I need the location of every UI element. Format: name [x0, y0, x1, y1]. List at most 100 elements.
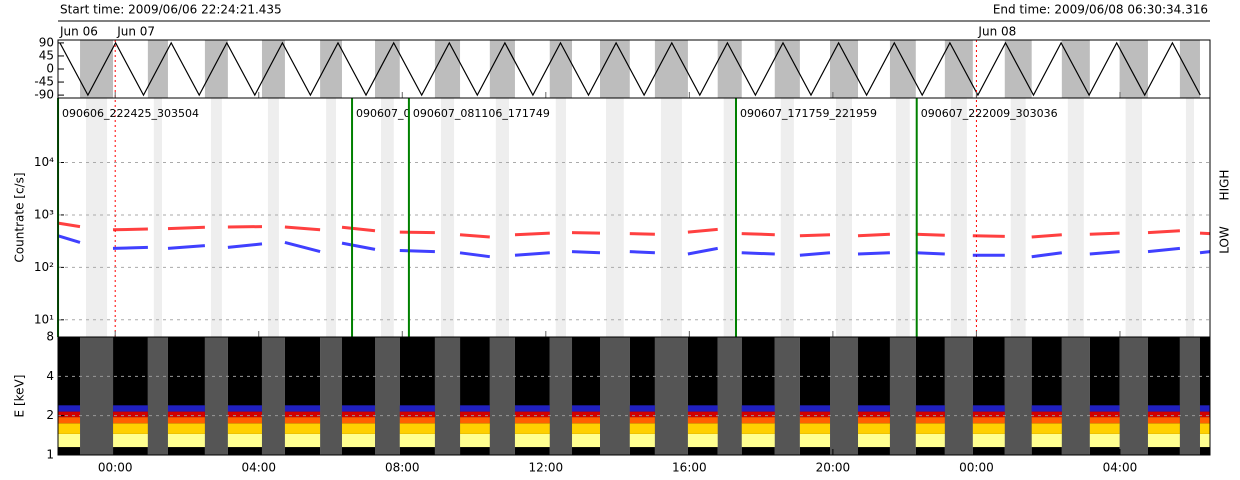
orbit-gap [599, 40, 630, 98]
orbit-gap [549, 40, 573, 98]
spec-band [284, 433, 321, 448]
spec-band [58, 417, 81, 424]
spec-band [167, 423, 205, 434]
orbit-gap [261, 40, 285, 98]
spec-band [972, 405, 1005, 412]
spec-band [227, 433, 262, 448]
spec-band [1031, 433, 1062, 448]
spec-gap [549, 337, 573, 455]
y-tick-label: 1 [46, 448, 54, 462]
spec-band [799, 423, 831, 434]
spec-band [1089, 405, 1120, 412]
spec-band [460, 433, 490, 448]
y-axis-label: E [keV] [13, 375, 27, 418]
spec-band [799, 417, 831, 424]
spec-band [1089, 423, 1120, 434]
spec-band [1089, 411, 1120, 418]
spec-gap [147, 337, 168, 455]
end-time: End time: 2009/06/08 06:30:34.316 [993, 3, 1208, 17]
spec-band [341, 423, 376, 434]
spec-gap [944, 337, 973, 455]
count-gap [1067, 98, 1084, 337]
spec-band [227, 417, 262, 424]
spec-band [1089, 417, 1120, 424]
count-gap [440, 98, 455, 337]
spec-band [1199, 405, 1211, 412]
spec-band [1089, 433, 1120, 448]
spec-band [113, 405, 148, 412]
count-gap [836, 98, 853, 337]
spec-band [1199, 433, 1211, 448]
spec-band [113, 417, 148, 424]
orbit-gap [1119, 40, 1148, 98]
spec-band [167, 433, 205, 448]
x-tick-label: 00:00 [959, 461, 994, 475]
spec-band [284, 417, 321, 424]
spec-band [858, 411, 890, 418]
y-tick-label: 8 [46, 330, 54, 344]
spec-band [799, 405, 831, 412]
spec-band [858, 423, 890, 434]
orbit-gap [489, 40, 515, 98]
spec-band [799, 433, 831, 448]
spec-band [799, 411, 831, 418]
count-gap [723, 98, 736, 337]
spec-band [341, 405, 376, 412]
spec-band [1147, 405, 1180, 412]
count-gap [495, 98, 509, 337]
spec-band [1199, 417, 1211, 424]
x-tick-label: 00:00 [98, 461, 133, 475]
orbit-gap [375, 40, 400, 98]
spec-band [741, 411, 775, 418]
spec-gap [774, 337, 800, 455]
y-tick-label: 10¹ [34, 312, 54, 326]
orbit-gap [1179, 40, 1200, 98]
spec-band [399, 423, 435, 434]
spec-band [399, 417, 435, 424]
spec-band [1199, 423, 1211, 434]
spec-band [629, 423, 655, 434]
spec-band [284, 405, 321, 412]
count-gap [153, 98, 162, 337]
spec-gap [1119, 337, 1148, 455]
orbit-gap [204, 40, 228, 98]
legend-entry: HIGH [1218, 170, 1232, 201]
count-gap [605, 98, 624, 337]
spec-gap [1004, 337, 1032, 455]
spec-gap [889, 337, 916, 455]
y-tick-label: 4 [46, 369, 54, 383]
spec-band [629, 405, 655, 412]
spec-gap [1061, 337, 1090, 455]
spec-band [341, 433, 376, 448]
spec-band [687, 405, 718, 412]
spec-gap [261, 337, 285, 455]
count-gap [780, 98, 794, 337]
count-gap [1185, 98, 1194, 337]
y-tick-label: 10³ [34, 207, 54, 221]
spec-gap [1179, 337, 1200, 455]
y-tick-label: -45 [34, 75, 54, 89]
spec-band [399, 433, 435, 448]
spec-band [572, 423, 600, 434]
y-tick-label: 10² [34, 260, 54, 274]
count-gap [326, 98, 336, 337]
spec-frame [57, 336, 1211, 456]
x-tick-label: 04:00 [241, 461, 276, 475]
orbit-gap [944, 40, 973, 98]
spec-band [1147, 411, 1180, 418]
spec-band [167, 417, 205, 424]
observation-label: 090606_222425_303504 [62, 107, 199, 120]
count-gap [1125, 98, 1142, 337]
spec-band [514, 423, 550, 434]
spec-band [1031, 405, 1062, 412]
count-gap [660, 98, 682, 337]
spec-band [629, 417, 655, 424]
x-tick-label: 12:00 [529, 461, 564, 475]
spec-band [227, 423, 262, 434]
spec-band [284, 411, 321, 418]
spec-gap [599, 337, 630, 455]
day-label: Jun 06 [59, 25, 98, 39]
spec-band [572, 417, 600, 424]
spec-gap [489, 337, 515, 455]
